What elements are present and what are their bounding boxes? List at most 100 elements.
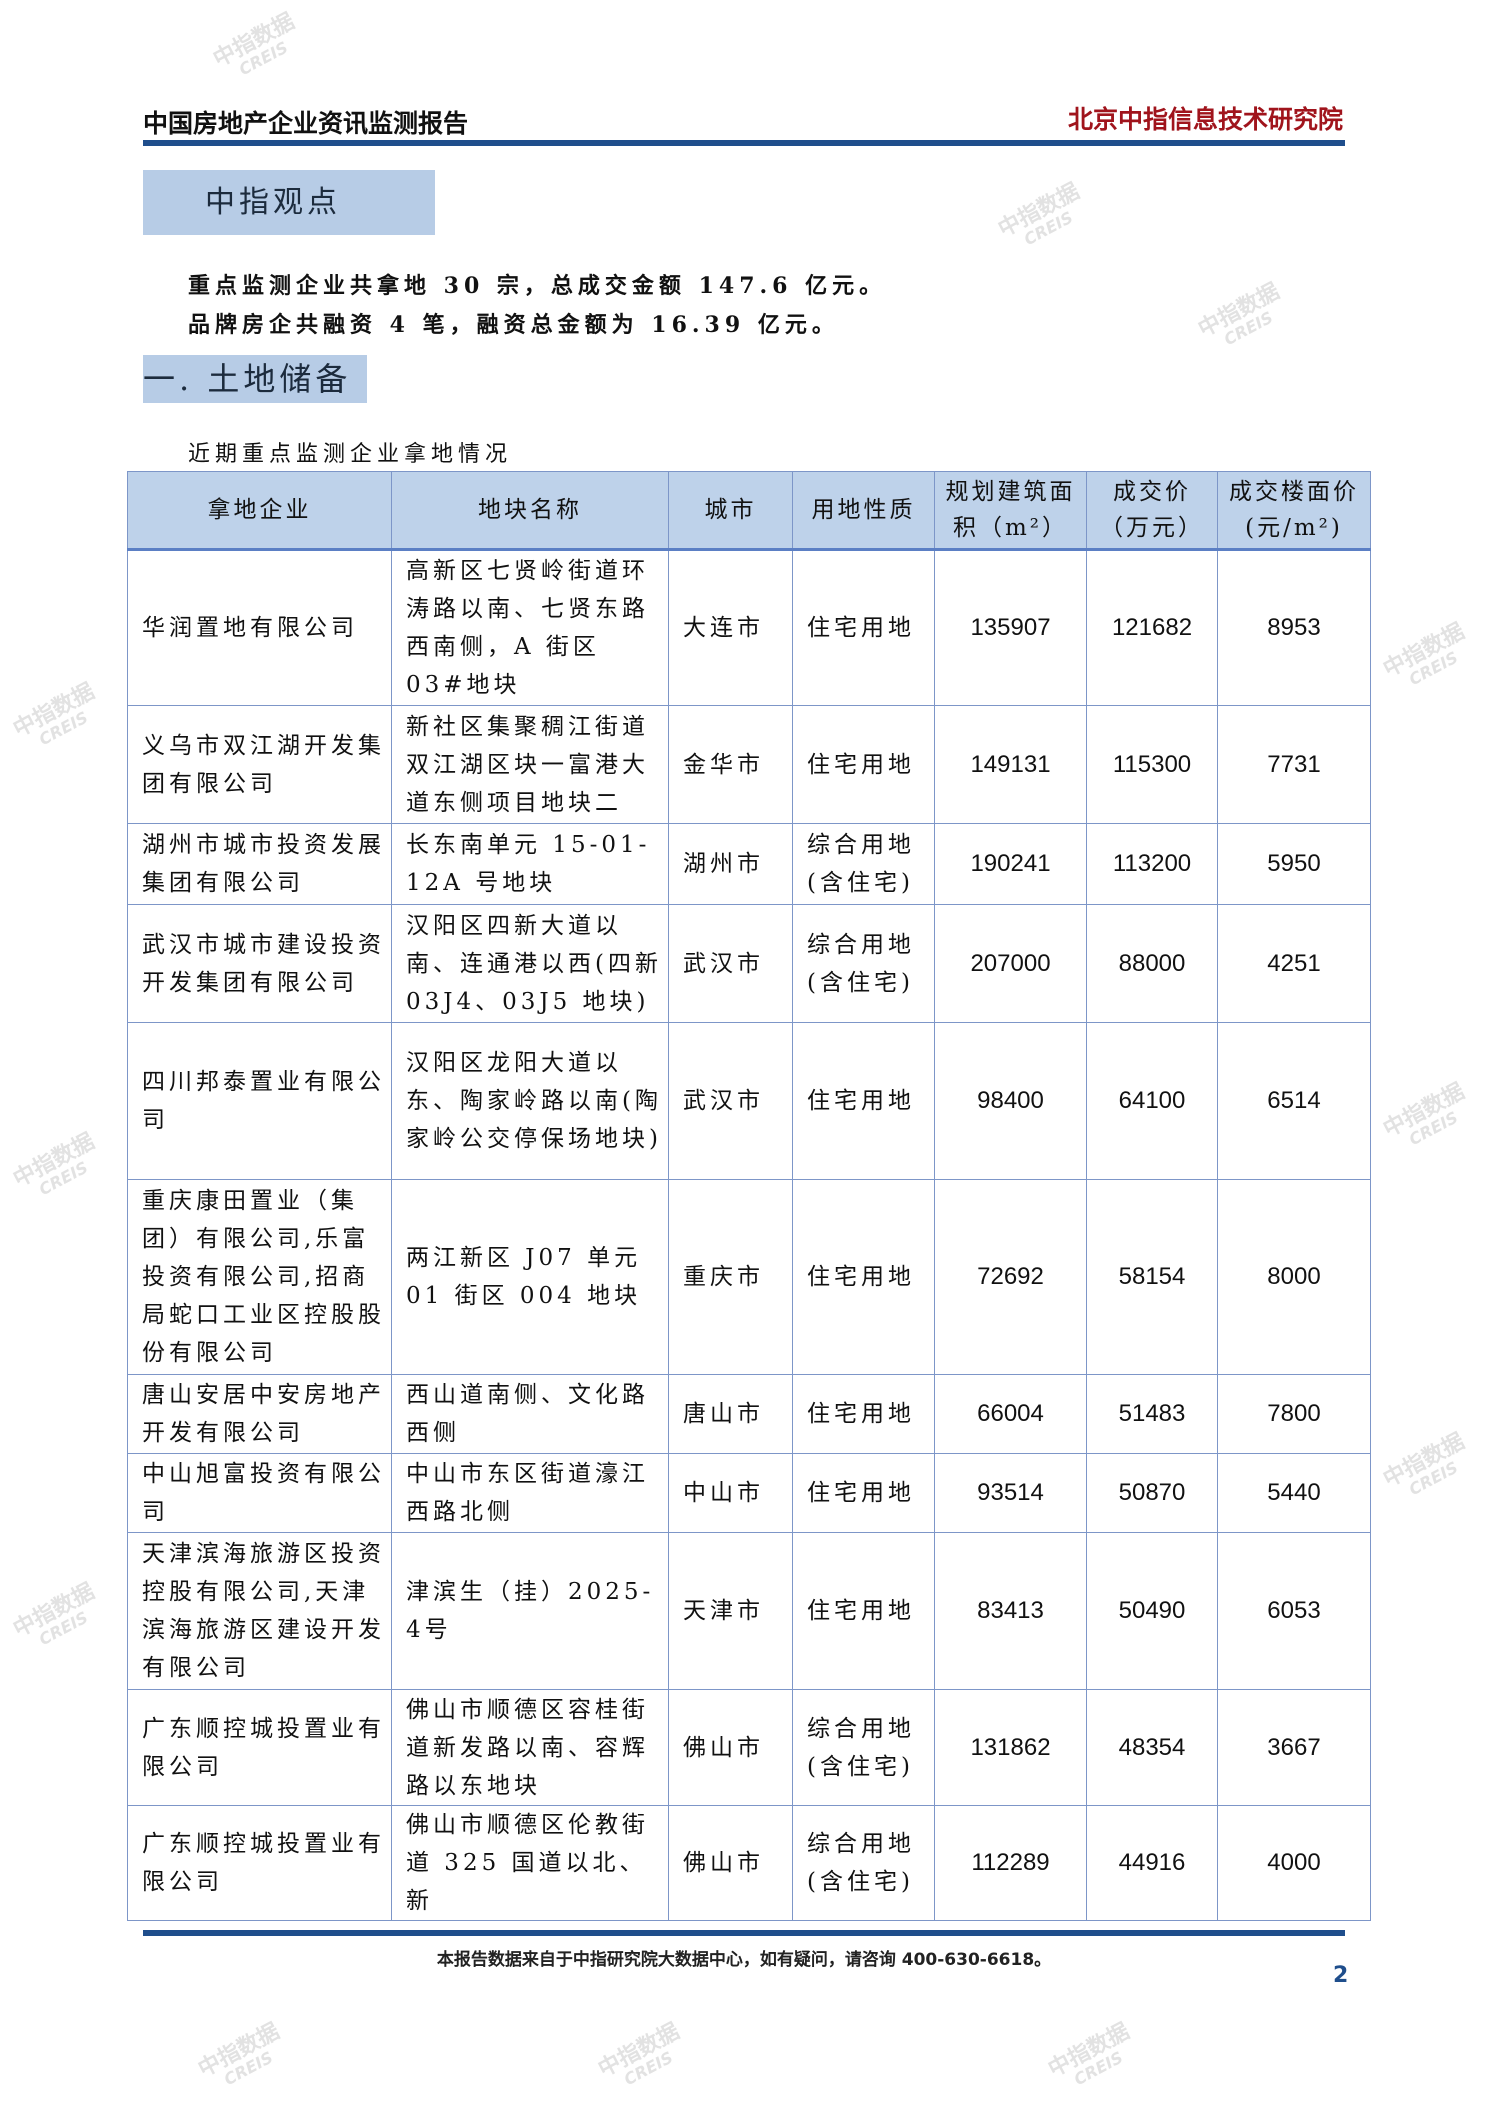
cell-city: 佛山市 xyxy=(668,1805,793,1921)
cell-land-use: 住宅用地 xyxy=(792,1022,935,1180)
table-row: 武汉市城市建设投资开发集团有限公司 汉阳区四新大道以南、连通港以西(四新 03J4… xyxy=(127,904,1371,1023)
cell-city: 中山市 xyxy=(668,1453,793,1533)
cell-land-use: 住宅用地 xyxy=(792,549,935,706)
cell-price: 50490 xyxy=(1086,1532,1218,1690)
watermark-text: 中指数据 xyxy=(594,2019,684,2083)
viewpoint-title: 中指观点 xyxy=(143,170,435,235)
section-title: 一. 土地储备 xyxy=(143,355,367,403)
cell-parcel: 佛山市顺德区容桂街道新发路以南、容辉路以东地块 xyxy=(391,1689,669,1806)
cell-parcel: 新社区集聚稠江街道双江湖区块一富港大道东侧项目地块二 xyxy=(391,705,669,824)
table-row: 天津滨海旅游区投资控股有限公司,天津滨海旅游区建设开发有限公司 津滨生（挂）202… xyxy=(127,1532,1371,1690)
table-row: 四川邦泰置业有限公司 汉阳区龙阳大道以东、陶家岭路以南(陶家岭公交停保场地块) 武汉… xyxy=(127,1022,1371,1180)
cell-company: 湖州市城市投资发展集团有限公司 xyxy=(127,823,392,905)
watermark-text: 中指数据 xyxy=(1379,1079,1469,1143)
table-row: 重庆康田置业（集团）有限公司,乐富投资有限公司,招商局蛇口工业区控股股份有限公司… xyxy=(127,1179,1371,1375)
watermark: 中指数据 CREIS xyxy=(1379,1429,1477,1509)
cell-floor-price: 8000 xyxy=(1217,1179,1371,1375)
cell-parcel: 佛山市顺德区伦教街道 325 国道以北、新 xyxy=(391,1805,669,1921)
watermark-sub: CREIS xyxy=(1405,647,1462,690)
cell-floor-price: 5440 xyxy=(1217,1453,1371,1533)
cell-company: 武汉市城市建设投资开发集团有限公司 xyxy=(127,904,392,1023)
cell-land-use: 住宅用地 xyxy=(792,705,935,824)
watermark: 中指数据 CREIS xyxy=(9,1579,107,1659)
table-row: 广东顺控城投置业有限公司 佛山市顺德区伦教街道 325 国道以北、新 佛山市 综合用地… xyxy=(127,1805,1371,1921)
cell-city: 武汉市 xyxy=(668,904,793,1023)
summary-line-2: 品牌房企共融资 4 笔，融资总金额为 16.39 亿元。 xyxy=(188,312,839,338)
watermark: 中指数据 CREIS xyxy=(9,679,107,759)
cell-land-use: 综合用地(含住宅) xyxy=(792,823,935,905)
table-row: 义乌市双江湖开发集团有限公司 新社区集聚稠江街道双江湖区块一富港大道东侧项目地块二… xyxy=(127,705,1371,824)
cell-planned-area: 149131 xyxy=(934,705,1087,824)
cell-company: 广东顺控城投置业有限公司 xyxy=(127,1689,392,1806)
cell-planned-area: 190241 xyxy=(934,823,1087,905)
cell-price: 88000 xyxy=(1086,904,1218,1023)
institute-name: 北京中指信息技术研究院 xyxy=(1067,105,1343,134)
cell-planned-area: 131862 xyxy=(934,1689,1087,1806)
column-header-company: 拿地企业 xyxy=(127,471,392,550)
cell-land-use: 住宅用地 xyxy=(792,1179,935,1375)
watermark-sub: CREIS xyxy=(1405,1107,1462,1150)
watermark-text: 中指数据 xyxy=(1379,619,1469,683)
watermark-text: 中指数据 xyxy=(209,9,299,73)
cell-company: 广东顺控城投置业有限公司 xyxy=(127,1805,392,1921)
watermark-text: 中指数据 xyxy=(1379,1429,1469,1493)
table-row: 唐山安居中安房地产开发有限公司 西山道南侧、文化路西侧 唐山市 住宅用地 66004 51… xyxy=(127,1374,1371,1454)
cell-floor-price: 6514 xyxy=(1217,1022,1371,1180)
footer-rule xyxy=(143,1930,1345,1936)
cell-land-use: 综合用地(含住宅) xyxy=(792,1805,935,1921)
cell-planned-area: 98400 xyxy=(934,1022,1087,1180)
watermark-sub: CREIS xyxy=(35,1157,92,1200)
table-caption: 近期重点监测企业拿地情况 xyxy=(188,442,513,467)
cell-planned-area: 72692 xyxy=(934,1179,1087,1375)
watermark-sub: CREIS xyxy=(35,1607,92,1650)
watermark-text: 中指数据 xyxy=(9,679,99,743)
watermark-sub: CREIS xyxy=(1020,207,1077,250)
cell-floor-price: 6053 xyxy=(1217,1532,1371,1690)
cell-floor-price: 7731 xyxy=(1217,705,1371,824)
watermark: 中指数据 CREIS xyxy=(9,1129,107,1209)
watermark-sub: CREIS xyxy=(1220,307,1277,350)
cell-city: 大连市 xyxy=(668,549,793,706)
cell-parcel: 长东南单元 15-01-12A 号地块 xyxy=(391,823,669,905)
cell-land-use: 综合用地(含住宅) xyxy=(792,904,935,1023)
cell-city: 武汉市 xyxy=(668,1022,793,1180)
watermark-text: 中指数据 xyxy=(994,179,1084,243)
watermark-text: 中指数据 xyxy=(9,1579,99,1643)
cell-land-use: 住宅用地 xyxy=(792,1374,935,1454)
cell-floor-price: 5950 xyxy=(1217,823,1371,905)
cell-company: 天津滨海旅游区投资控股有限公司,天津滨海旅游区建设开发有限公司 xyxy=(127,1532,392,1690)
cell-planned-area: 207000 xyxy=(934,904,1087,1023)
cell-price: 64100 xyxy=(1086,1022,1218,1180)
watermark-text: 中指数据 xyxy=(194,2019,284,2083)
header-rule xyxy=(143,140,1345,146)
watermark: 中指数据 CREIS xyxy=(1379,1079,1477,1159)
cell-city: 唐山市 xyxy=(668,1374,793,1454)
watermark: 中指数据 CREIS xyxy=(594,2019,692,2099)
column-header-parcel: 地块名称 xyxy=(391,471,669,550)
cell-price: 51483 xyxy=(1086,1374,1218,1454)
cell-planned-area: 83413 xyxy=(934,1532,1087,1690)
cell-city: 重庆市 xyxy=(668,1179,793,1375)
cell-city: 湖州市 xyxy=(668,823,793,905)
watermark: 中指数据 CREIS xyxy=(1379,619,1477,699)
cell-land-use: 住宅用地 xyxy=(792,1532,935,1690)
cell-company: 四川邦泰置业有限公司 xyxy=(127,1022,392,1180)
cell-price: 121682 xyxy=(1086,549,1218,706)
cell-floor-price: 4000 xyxy=(1217,1805,1371,1921)
cell-company: 唐山安居中安房地产开发有限公司 xyxy=(127,1374,392,1454)
watermark-sub: CREIS xyxy=(620,2047,677,2090)
cell-city: 天津市 xyxy=(668,1532,793,1690)
watermark-text: 中指数据 xyxy=(1044,2019,1134,2083)
cell-floor-price: 4251 xyxy=(1217,904,1371,1023)
table-row: 华润置地有限公司 高新区七贤岭街道环涛路以南、七贤东路西南侧，A 街区 03#地块… xyxy=(127,549,1371,706)
cell-price: 58154 xyxy=(1086,1179,1218,1375)
cell-price: 113200 xyxy=(1086,823,1218,905)
table-row: 广东顺控城投置业有限公司 佛山市顺德区容桂街道新发路以南、容辉路以东地块 佛山市 综合… xyxy=(127,1689,1371,1806)
cell-company: 中山旭富投资有限公司 xyxy=(127,1453,392,1533)
cell-floor-price: 7800 xyxy=(1217,1374,1371,1454)
table-row: 中山旭富投资有限公司 中山市东区街道濠江西路北侧 中山市 住宅用地 93514 50870… xyxy=(127,1453,1371,1533)
column-header-city: 城市 xyxy=(668,471,793,550)
cell-parcel: 高新区七贤岭街道环涛路以南、七贤东路西南侧，A 街区 03#地块 xyxy=(391,549,669,706)
watermark-text: 中指数据 xyxy=(1194,279,1284,343)
watermark: 中指数据 CREIS xyxy=(209,9,307,89)
